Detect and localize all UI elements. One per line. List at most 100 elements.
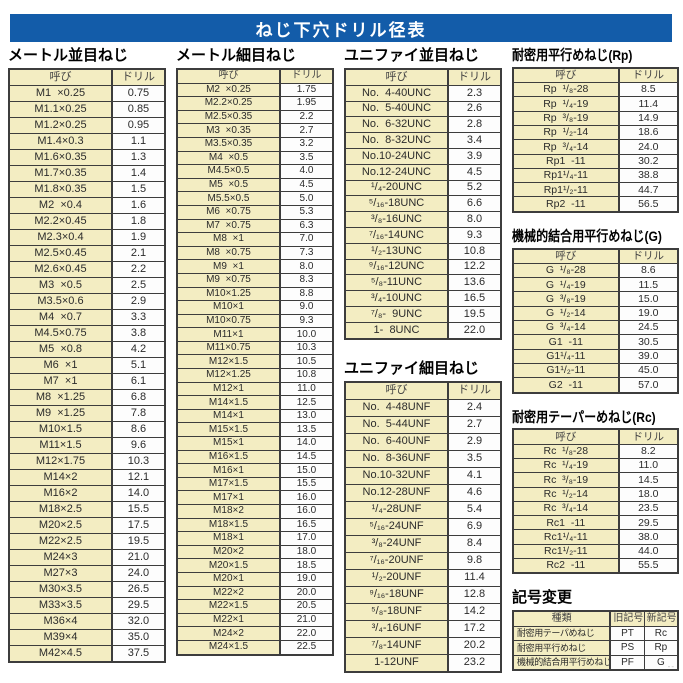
thread-name-cell: M20×1.5: [176, 558, 281, 573]
table-row: M24×3 21.0: [8, 549, 166, 566]
thread-name-cell: M16×2: [8, 485, 113, 502]
thread-name-cell: Rc1¹/₄-11: [512, 529, 620, 545]
thread-name-cell: M2.3×0.4: [8, 229, 113, 246]
thread-name-cell: ¹/₄-28UNF: [344, 500, 449, 519]
table-row: No.10-32UNF 4.1: [344, 466, 502, 485]
thread-name-cell: ⁷/₁₆-14UNC: [344, 226, 449, 244]
table-row: M22×2.5 19.5: [8, 533, 166, 550]
thread-name-cell: ⁹/₁₆-18UNF: [344, 585, 449, 604]
thread-name-cell: M4.5×0.75: [8, 325, 113, 342]
thread-name-cell: M8 ×1.25: [8, 389, 113, 406]
table-row: Rc1¹/₄-11 38.0: [512, 529, 679, 545]
thread-name-cell: M3.5×0.6: [8, 293, 113, 310]
thread-name-cell: M2.5×0.35: [176, 109, 281, 125]
thread-name-cell: M15×1: [176, 436, 281, 451]
table-row: Rp1¹/₄-11 38.8: [512, 167, 679, 184]
table-row: G ¹/₈-28 8.6: [512, 262, 679, 279]
table-row: M4.5×0.5 4.0: [176, 164, 334, 179]
thread-name-cell: G2 -11: [512, 377, 620, 394]
drill-value-cell: 2.2: [279, 109, 334, 125]
drill-value-cell: 15.0: [618, 291, 679, 307]
section-title-metric-fine: メートル細目ねじ: [176, 47, 297, 64]
thread-name-cell: M18×2.5: [8, 501, 113, 518]
table-row: M5.5×0.5 5.0: [176, 191, 334, 206]
drill-value-cell: 14.5: [618, 472, 679, 488]
drill-value-cell: 55.5: [618, 558, 679, 574]
table-row: M12×1.5 10.5: [176, 354, 334, 370]
table-row: Rc ³/₄-14 23.5: [512, 500, 679, 517]
section-metric-fine: メートル細目ねじ 呼び ドリル M2 ×0.25 1.75 M2.2×0.25 1.9…: [176, 47, 334, 656]
thread-name-cell: Rp1¹/₄-11: [512, 167, 620, 184]
thread-name-cell: M10×1.5: [8, 421, 113, 438]
page-title: ねじ下穴ドリル径表: [255, 20, 427, 40]
thread-name-cell: G1¹/₄-11: [512, 348, 620, 364]
thread-name-cell: G ³/₈-19: [512, 291, 620, 307]
thread-name-cell: M12×1.25: [176, 368, 281, 383]
column-header-old-symbol: 旧記号: [609, 610, 645, 627]
section-title-symbol-change: 記号変更: [512, 589, 573, 607]
table-row: M22×1.5 20.5: [176, 599, 334, 614]
drill-value-cell: 18.0: [618, 486, 679, 502]
drill-value-cell: 3.5: [447, 449, 502, 468]
table-row: M1.1×0.25 0.85: [8, 101, 166, 118]
table-row: M10×1.5 8.6: [8, 421, 166, 438]
table-row: Rp ³/₈-19 14.9: [512, 110, 679, 126]
thread-name-cell: M3 ×0.35: [176, 123, 281, 138]
thread-name-cell: M2 ×0.4: [8, 197, 113, 214]
thread-name-cell: M12×1.5: [176, 354, 281, 370]
thread-name-cell: M1.8×0.35: [8, 181, 113, 198]
column-header-drill: ドリル: [618, 248, 679, 264]
table-row: M1.8×0.35 1.5: [8, 181, 166, 198]
drill-value-cell: 10.3: [111, 453, 166, 470]
drill-value-cell: 9.3: [279, 313, 334, 329]
column-header-name: 呼び: [512, 428, 620, 445]
drill-value-cell: 0.85: [111, 101, 166, 118]
drill-value-cell: 44.0: [618, 543, 679, 560]
table-row: M11×1 10.0: [176, 327, 334, 342]
table-row: ⁵/₁₆-24UNF 6.9: [344, 517, 502, 536]
drill-value-cell: 22.0: [447, 321, 502, 340]
thread-name-cell: M6 ×1: [8, 357, 113, 374]
drill-value-cell: 56.5: [618, 196, 679, 213]
old-symbol-cell: PT: [609, 625, 645, 642]
thread-name-cell: M36×4: [8, 613, 113, 630]
drill-value-cell: 5.1: [111, 357, 166, 374]
table-row: ¹/₂-13UNC 10.8: [344, 242, 502, 260]
table-row: No. 5-40UNC 2.6: [344, 100, 502, 118]
table-row: M1.4×0.3 1.1: [8, 133, 166, 150]
thread-name-cell: M8 ×1: [176, 232, 281, 247]
table-header-row: 呼び ドリル: [512, 67, 679, 84]
thread-name-cell: G ³/₄-14: [512, 320, 620, 336]
table-row: M15×1 14.0: [176, 436, 334, 451]
table-row: Rp ³/₄-14 24.0: [512, 139, 679, 155]
table-row: G1 -11 30.5: [512, 334, 679, 350]
drill-value-cell: 2.6: [447, 100, 502, 118]
drill-value-cell: 11.0: [279, 381, 334, 397]
table-row: ⁵/₁₆-18UNC 6.6: [344, 195, 502, 213]
thread-name-cell: ³/₄-16UNF: [344, 619, 449, 638]
table-row: No. 4-48UNF 2.4: [344, 398, 502, 417]
table-row: M27×3 24.0: [8, 565, 166, 582]
thread-name-cell: M11×1: [176, 327, 281, 342]
drill-value-cell: 12.1: [111, 469, 166, 486]
thread-name-cell: Rp1¹/₂-11: [512, 182, 620, 198]
drill-value-cell: 9.0: [279, 300, 334, 315]
drill-value-cell: 8.0: [447, 211, 502, 228]
table-row: ⁹/₁₆-18UNF 12.8: [344, 585, 502, 604]
thread-name-cell: M4 ×0.7: [8, 309, 113, 326]
thread-name-cell: M7 ×0.75: [176, 218, 281, 234]
section-title-unified-fine: ユニファイ細目ねじ: [344, 359, 480, 377]
drill-value-cell: 14.5: [279, 449, 334, 465]
thread-name-cell: No. 8-32UNC: [344, 132, 449, 149]
table-row: M22×2 20.0: [176, 585, 334, 601]
table-row: ³/₈-16UNC 8.0: [344, 211, 502, 228]
thread-name-cell: M9 ×1: [176, 259, 281, 274]
table-row: M36×4 32.0: [8, 613, 166, 630]
thread-name-cell: M17×1.5: [176, 476, 281, 492]
thread-name-cell: 1- 8UNC: [344, 321, 449, 340]
drill-value-cell: 20.5: [279, 599, 334, 614]
table-header-row: 呼び ドリル: [176, 68, 334, 84]
table-row: M15×1.5 13.5: [176, 422, 334, 438]
drill-value-cell: 4.6: [447, 483, 502, 502]
table-header-row: 呼び ドリル: [344, 381, 502, 400]
